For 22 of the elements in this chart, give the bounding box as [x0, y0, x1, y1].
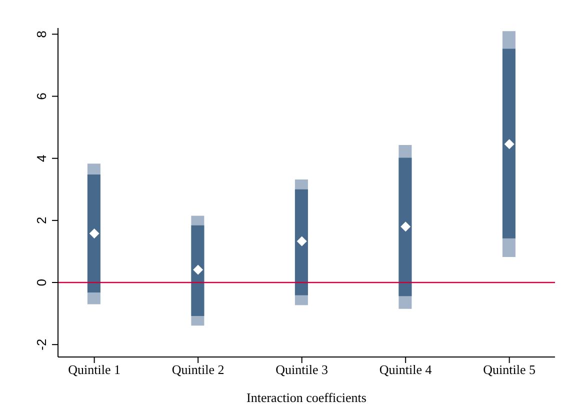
x-tick-label: Quintile 2 — [172, 362, 224, 378]
y-tick-label: 0 — [34, 278, 49, 286]
x-tick-label: Quintile 4 — [379, 362, 432, 378]
y-tick-label: -2 — [34, 338, 49, 350]
x-axis-title: Interaction coefficients — [246, 390, 366, 405]
y-tick-label: 4 — [34, 154, 49, 162]
point — [504, 139, 514, 150]
x-tick-label: Quintile 3 — [276, 362, 328, 378]
bar — [191, 225, 204, 316]
y-tick-label: 6 — [34, 92, 49, 100]
point — [400, 222, 411, 232]
x-tick-label: Quintile 5 — [483, 362, 536, 378]
point — [193, 264, 204, 275]
bar — [294, 189, 308, 296]
point — [296, 236, 307, 246]
y-tick-label: 2 — [34, 216, 49, 224]
bar — [87, 174, 100, 292]
x-tick-label: Quintile 1 — [68, 362, 120, 378]
bar — [398, 158, 412, 296]
y-tick-label: 8 — [34, 30, 49, 38]
bar — [502, 48, 516, 238]
point — [89, 228, 100, 238]
